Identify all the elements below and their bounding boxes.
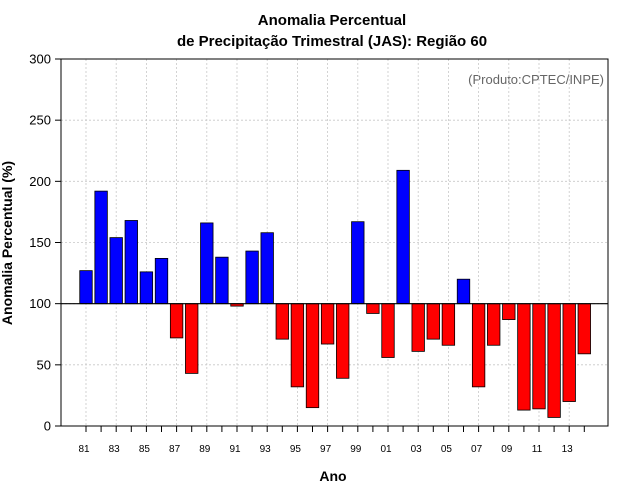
bar-88 bbox=[185, 303, 199, 374]
x-tick-label: 01 bbox=[380, 444, 392, 455]
bar-11 bbox=[532, 303, 546, 410]
y-tick-label: 0 bbox=[44, 419, 51, 434]
x-tick-label: 89 bbox=[199, 444, 211, 455]
bar-02 bbox=[396, 169, 410, 305]
bar-99 bbox=[351, 221, 365, 305]
x-tick-label: 11 bbox=[532, 444, 543, 455]
x-tick-label: 95 bbox=[290, 444, 302, 455]
bar-90 bbox=[215, 256, 229, 305]
bar-07 bbox=[471, 303, 486, 388]
x-tick-label: 81 bbox=[78, 444, 90, 455]
bar-92 bbox=[245, 250, 259, 305]
source-annotation: (Produto:CPTEC/INPE) bbox=[468, 72, 604, 87]
y-tick-label: 100 bbox=[29, 296, 51, 311]
x-tick-label: 85 bbox=[139, 444, 151, 455]
bar-06 bbox=[456, 278, 471, 305]
bar-97 bbox=[320, 303, 335, 345]
bar-82 bbox=[94, 190, 108, 305]
x-tick-label: 97 bbox=[320, 444, 332, 455]
bar-81 bbox=[79, 270, 93, 305]
x-tick-label: 05 bbox=[441, 444, 453, 455]
bar-94 bbox=[275, 303, 289, 340]
bar-13 bbox=[562, 303, 576, 402]
y-tick-label: 300 bbox=[29, 52, 51, 67]
bar-14 bbox=[577, 303, 591, 355]
x-axis-label: Ano bbox=[319, 468, 346, 484]
bar-05 bbox=[441, 303, 456, 346]
y-tick-label: 50 bbox=[37, 357, 51, 372]
bar-12 bbox=[547, 303, 561, 418]
x-tick-label: 07 bbox=[471, 444, 483, 455]
bar-01 bbox=[381, 303, 395, 358]
x-tick-label: 83 bbox=[109, 444, 121, 455]
bar-04 bbox=[426, 303, 440, 340]
bar-00 bbox=[366, 303, 380, 314]
x-tick-label: 91 bbox=[229, 444, 241, 455]
bars bbox=[79, 169, 591, 418]
x-tick-label: 87 bbox=[169, 444, 181, 455]
bar-93 bbox=[260, 232, 274, 305]
bar-09 bbox=[502, 303, 516, 320]
bar-89 bbox=[200, 222, 214, 305]
bar-98 bbox=[336, 303, 350, 379]
x-tick-label: 13 bbox=[562, 444, 574, 455]
bar-95 bbox=[290, 303, 305, 388]
bar-96 bbox=[305, 303, 320, 409]
bar-87 bbox=[169, 303, 184, 339]
chart-title: Anomalia Percentual bbox=[258, 12, 406, 29]
bar-10 bbox=[517, 303, 531, 411]
bar-84 bbox=[124, 220, 138, 305]
x-tick-label: 03 bbox=[411, 444, 423, 455]
y-axis-label: Anomalia Percentual (%) bbox=[0, 161, 15, 325]
bar-08 bbox=[487, 303, 501, 346]
x-tick-label: 99 bbox=[350, 444, 362, 455]
x-tick-label: 09 bbox=[501, 444, 513, 455]
bar-85 bbox=[139, 271, 154, 305]
bar-83 bbox=[109, 237, 123, 305]
y-tick-label: 250 bbox=[29, 113, 51, 128]
bar-03 bbox=[411, 303, 425, 352]
y-tick-label: 200 bbox=[29, 174, 51, 189]
y-tick-label: 150 bbox=[29, 235, 51, 250]
bar-86 bbox=[154, 258, 169, 305]
chart-subtitle: de Precipitação Trimestral (JAS): Região… bbox=[177, 33, 487, 50]
x-tick-label: 93 bbox=[260, 444, 272, 455]
